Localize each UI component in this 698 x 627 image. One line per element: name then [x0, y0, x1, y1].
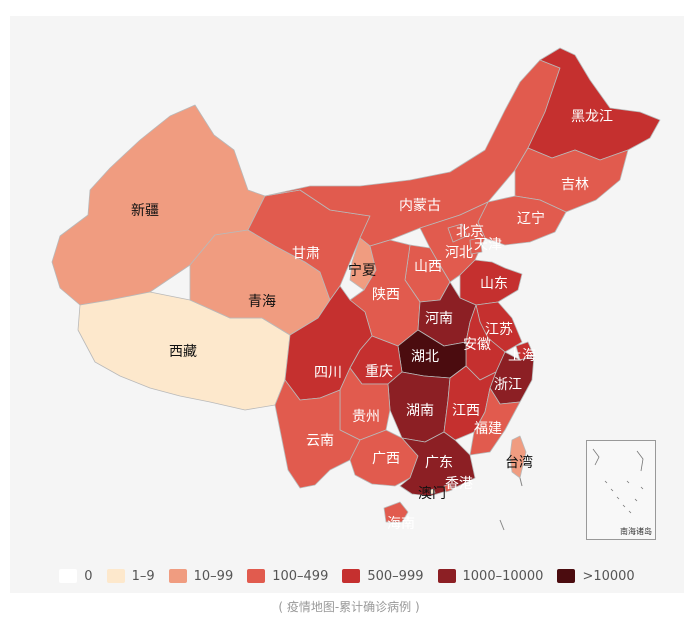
region-xianggang[interactable]	[443, 483, 453, 493]
region-shandong[interactable]	[459, 259, 523, 306]
region-yunnan[interactable]	[274, 379, 361, 489]
legend-swatch	[557, 569, 576, 583]
legend-swatch	[342, 569, 361, 583]
legend-swatch	[247, 569, 266, 583]
region-aomen[interactable]	[429, 488, 436, 495]
legend: 0 1–9 10–99 100–499 500–999 1000–10000 >10000	[10, 560, 684, 592]
inset-islands	[592, 448, 644, 514]
china-map: 新疆 西藏 青海 甘肃 内蒙古 黑龙江 吉林 辽宁 北京 河北 天津 山西 宁夏…	[51, 47, 661, 532]
legend-label: 1–9	[131, 568, 155, 584]
region-tianjin[interactable]	[469, 237, 483, 255]
region-hainan[interactable]	[383, 501, 409, 523]
map-caption: ( 疫情地图-累计确诊病例 )	[278, 600, 420, 614]
map-panel: 新疆 西藏 青海 甘肃 内蒙古 黑龙江 吉林 辽宁 北京 河北 天津 山西 宁夏…	[10, 16, 684, 593]
legend-label: 10–99	[193, 568, 234, 584]
legend-label: 500–999	[367, 568, 424, 584]
region-hunan[interactable]	[387, 371, 451, 443]
legend-swatch	[437, 569, 456, 583]
region-jilin[interactable]	[514, 147, 629, 213]
legend-label: 1000–10000	[462, 568, 544, 584]
region-taiwan[interactable]	[509, 435, 527, 479]
legend-item[interactable]: 1–9	[106, 568, 155, 584]
region-guangxi[interactable]	[349, 429, 419, 487]
legend-swatch	[168, 569, 187, 583]
legend-swatch	[59, 569, 78, 583]
region-fujian[interactable]	[469, 387, 521, 456]
legend-item[interactable]: 0	[59, 568, 93, 584]
legend-label: >10000	[582, 568, 635, 584]
legend-item[interactable]: 10–99	[168, 568, 234, 584]
south-china-sea-inset: 南海诸岛	[586, 440, 656, 540]
legend-item[interactable]: 100–499	[247, 569, 328, 584]
inset-label: 南海诸岛	[620, 527, 652, 536]
legend-swatch	[106, 569, 125, 583]
legend-label: 100–499	[272, 568, 329, 584]
legend-item[interactable]: 500–999	[342, 568, 424, 584]
region-heilongjiang[interactable]	[527, 47, 661, 161]
legend-item[interactable]: 1000–10000	[437, 568, 544, 584]
region-beijing[interactable]	[447, 223, 468, 243]
island-marks	[499, 477, 523, 531]
legend-label: 0	[84, 568, 93, 584]
legend-item[interactable]: >10000	[557, 568, 635, 584]
